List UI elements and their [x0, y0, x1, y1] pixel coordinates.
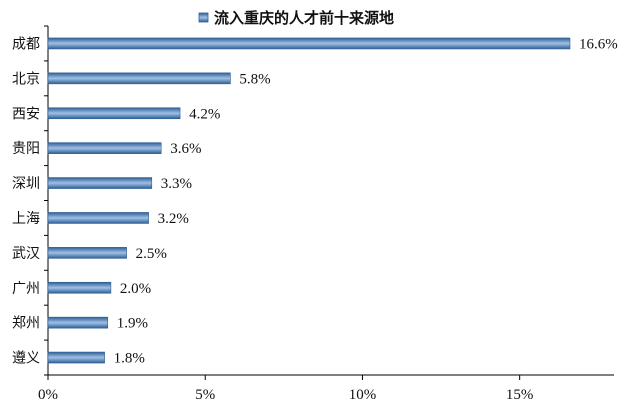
- category-label: 上海: [12, 211, 40, 227]
- data-label: 1.8%: [114, 351, 145, 367]
- bar-3: [47, 107, 181, 120]
- legend-swatch: [198, 12, 209, 23]
- x-tick-label: 10%: [349, 387, 377, 403]
- bar-7: [47, 247, 127, 259]
- category-label: 广州: [12, 281, 40, 297]
- bar-5: [47, 177, 153, 189]
- data-label: 3.3%: [161, 176, 192, 192]
- legend-label: 流入重庆的人才前十来源地: [214, 9, 394, 27]
- data-label: 2.0%: [120, 281, 151, 297]
- category-label: 北京: [12, 71, 40, 87]
- x-tick-label: 15%: [506, 387, 534, 403]
- value-labels: 16.6% 5.8% 4.2% 3.6% 3.3% 3.2% 2.5% 2.0% 1.9% 1.8…: [114, 36, 618, 366]
- data-label: 5.8%: [239, 71, 270, 87]
- x-ticks: 0% 5% 10% 15%: [38, 375, 533, 403]
- bar-10: [47, 351, 105, 364]
- data-label: 1.9%: [117, 316, 148, 332]
- data-label: 3.2%: [158, 211, 189, 227]
- data-label: 16.6%: [579, 36, 618, 52]
- bar-2: [47, 72, 231, 85]
- category-label: 郑州: [12, 316, 40, 332]
- bar-4: [47, 142, 162, 154]
- category-label: 武汉: [12, 246, 40, 262]
- bar-6: [47, 212, 149, 224]
- bar-1: [47, 37, 571, 50]
- category-label: 成都: [12, 36, 40, 52]
- category-label: 遵义: [12, 350, 40, 367]
- bar-9: [47, 316, 109, 329]
- bar-8: [47, 281, 112, 294]
- x-tick-label: 0%: [38, 387, 58, 403]
- data-label: 3.6%: [170, 141, 201, 157]
- category-label: 贵阳: [12, 141, 40, 157]
- x-tick-label: 5%: [195, 387, 215, 403]
- bars-group: [44, 25, 571, 376]
- category-label: 西安: [12, 106, 40, 122]
- category-label: 深圳: [12, 176, 40, 192]
- data-label: 4.2%: [189, 106, 220, 122]
- data-label: 2.5%: [136, 246, 167, 262]
- chart-legend: 流入重庆的人才前十来源地: [198, 9, 394, 27]
